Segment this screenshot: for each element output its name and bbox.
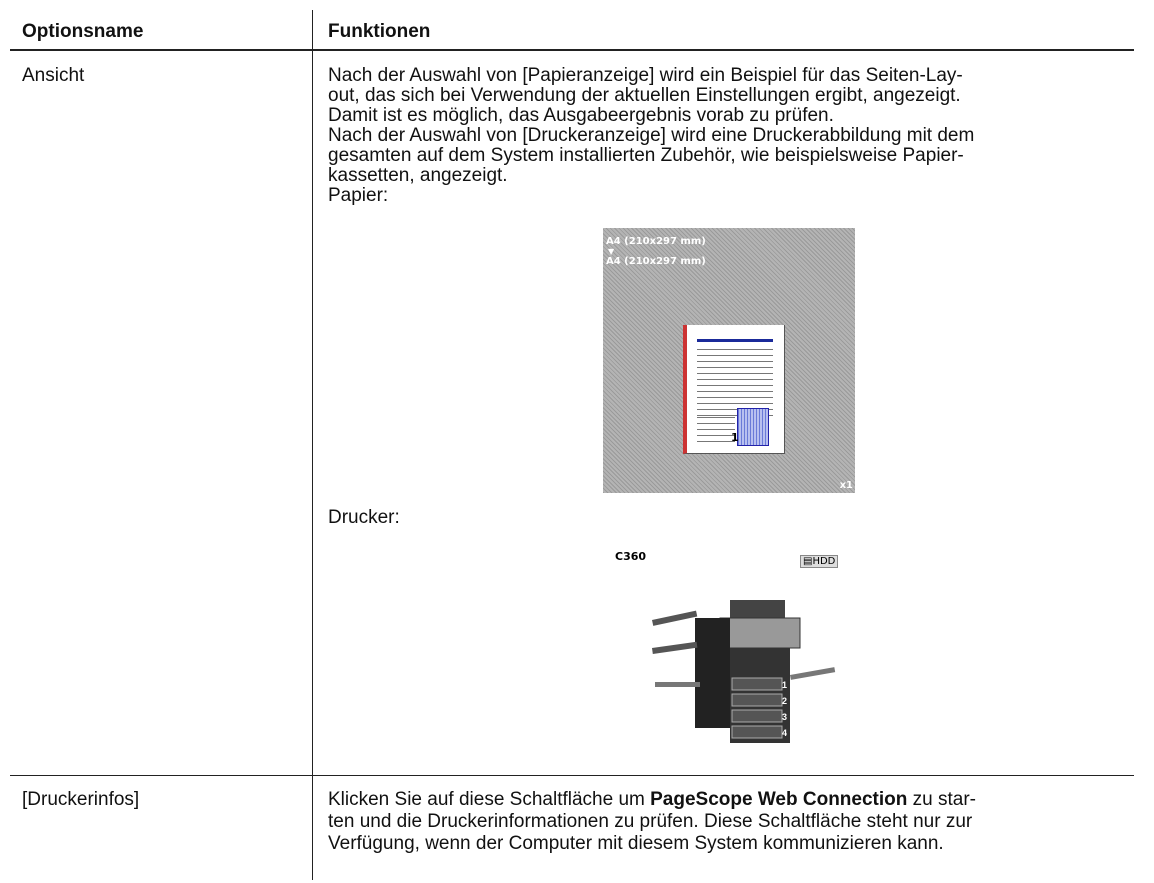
tray — [731, 725, 783, 739]
tray-number: 1 — [782, 680, 787, 690]
text-line: kassetten, angezeigt. — [328, 165, 508, 186]
text-line: Damit ist es möglich, das Ausgabeergebni… — [328, 105, 834, 126]
text-line: Nach der Auswahl von [Druckeranzeige] wi… — [328, 125, 975, 146]
printer-image: 1 2 3 4 — [651, 600, 836, 743]
paper-preview: A4 (210x297 mm) ▼ A4 (210x297 mm) 1 x1 — [603, 228, 855, 493]
tray — [731, 709, 783, 723]
tray — [731, 677, 783, 691]
page-number: 1 — [731, 431, 739, 444]
line — [697, 339, 773, 342]
tray-number: 2 — [782, 696, 787, 706]
text: Klicken Sie auf diese Schaltfläche um — [328, 789, 651, 810]
paper-size: A4 (210x297 mm) — [606, 256, 706, 267]
option-name: Ansicht — [22, 65, 85, 86]
paper-size: A4 (210x297 mm) — [606, 236, 706, 247]
label: Papier: — [328, 185, 389, 206]
arrow: ▼ — [608, 247, 615, 256]
copies: x1 — [839, 480, 853, 491]
hdd-label: HDD — [812, 556, 836, 567]
row-rule — [10, 775, 1134, 776]
text-line: out, das sich bei Verwendung der aktuell… — [328, 85, 961, 106]
header-cell: Funktionen — [328, 21, 431, 42]
n-up-page — [737, 408, 769, 446]
lines — [697, 417, 735, 447]
label: Drucker: — [328, 507, 400, 528]
text: zu star- — [907, 789, 976, 810]
text-line: gesamten auf dem System installierten Zu… — [328, 145, 964, 166]
text-line: Nach der Auswahl von [Papieranzeige] wir… — [328, 65, 963, 86]
page-sheet: 1 — [683, 325, 785, 454]
tray-number: 4 — [782, 728, 787, 738]
bold-text: PageScope Web Connection — [650, 789, 908, 810]
header-rule — [10, 49, 1134, 51]
header-cell: Optionsname — [22, 21, 144, 42]
text-line: ten und die Druckerinformationen zu prüf… — [328, 811, 973, 832]
tray — [731, 693, 783, 707]
text-line: Verfügung, wenn der Computer mit diesem … — [328, 833, 944, 854]
lines — [697, 349, 773, 417]
hdd-icon: ▤HDD — [800, 555, 839, 568]
option-name: [Druckerinfos] — [22, 789, 140, 810]
text-line: Klicken Sie auf diese Schaltfläche um Pa… — [328, 790, 976, 810]
column-divider — [312, 10, 313, 880]
model: C360 — [615, 550, 647, 563]
tray-number: 3 — [782, 712, 787, 722]
